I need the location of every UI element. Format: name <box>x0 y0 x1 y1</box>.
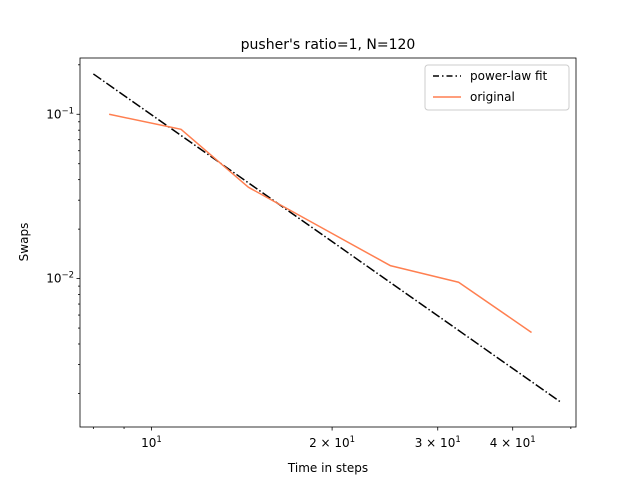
y-tick-label: 10−1 <box>46 106 74 121</box>
y-tick-label-base: 10 <box>46 272 61 286</box>
series-line-original <box>109 113 532 334</box>
y-tick-label-exponent: −1 <box>61 106 74 116</box>
x-tick-label: 101 <box>141 435 162 450</box>
x-tick-label-exponent: 1 <box>350 435 355 445</box>
y-axis-label: Swaps <box>17 223 31 262</box>
y-tick-label-exponent: −2 <box>61 271 74 281</box>
x-tick-label-exponent: 1 <box>530 435 535 445</box>
y-tick-label: 10−2 <box>46 271 74 286</box>
chart-title: pusher's ratio=1, N=120 <box>241 37 416 53</box>
legend-label-power-law-fit: power-law fit <box>470 69 548 83</box>
series-layer <box>92 73 561 403</box>
y-tick-label-base: 10 <box>46 107 61 121</box>
x-tick-label: 3 × 101 <box>415 435 461 450</box>
plot-area <box>80 58 576 427</box>
x-tick-label: 4 × 101 <box>490 435 536 450</box>
x-axis-label: Time in steps <box>287 461 368 475</box>
legend-label-original: original <box>470 90 515 104</box>
legend: power-law fit original <box>424 64 570 111</box>
x-tick-label-base: 4 × 10 <box>490 436 531 450</box>
x-tick-label-base: 2 × 10 <box>309 436 350 450</box>
x-tick-label-exponent: 1 <box>455 435 460 445</box>
x-tick-label-base: 3 × 10 <box>415 436 456 450</box>
x-tick-label-exponent: 1 <box>156 435 161 445</box>
plot-frame <box>79 57 577 428</box>
x-tick-label: 2 × 101 <box>309 435 355 450</box>
x-tick-label-base: 10 <box>141 436 156 450</box>
